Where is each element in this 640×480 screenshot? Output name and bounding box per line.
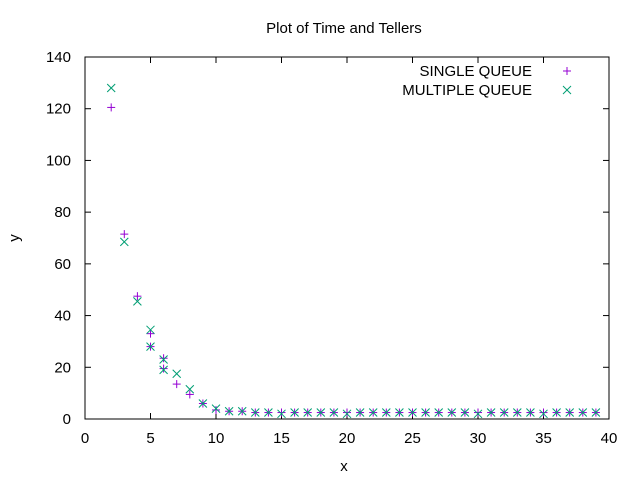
legend-label: MULTIPLE QUEUE (402, 82, 532, 99)
y-axis-label: y (6, 234, 23, 242)
y-tick-label: 40 (54, 308, 71, 325)
series-single-queue (107, 103, 600, 417)
data-point (119, 237, 129, 247)
data-point (578, 408, 588, 417)
y-tick-label: 60 (54, 256, 71, 273)
data-point (159, 365, 168, 375)
series-multiple-queue (106, 83, 601, 419)
x-tick-label: 0 (81, 430, 89, 447)
data-point (107, 103, 116, 112)
data-point (212, 405, 220, 414)
y-tick-label: 100 (46, 152, 71, 169)
data-point (434, 408, 444, 417)
data-point (237, 406, 247, 416)
data-point (224, 406, 234, 416)
y-tick-label: 80 (54, 204, 71, 221)
axis-ticks: 0 5 10 15 20 25 30 35 40 0 20 40 60 80 100 120 140 (46, 49, 617, 447)
data-point (172, 380, 181, 389)
data-point (499, 408, 509, 417)
data-point (277, 409, 286, 419)
data-point (159, 354, 168, 363)
x-tick-label: 10 (208, 430, 225, 447)
data-point (120, 230, 129, 239)
data-point (395, 408, 404, 417)
data-point (408, 408, 417, 417)
x-tick-label: 20 (339, 430, 356, 447)
chart-title: Plot of Time and Tellers (266, 20, 422, 37)
data-point (198, 399, 208, 408)
legend: SINGLE QUEUE MULTIPLE QUEUE (402, 63, 572, 99)
data-point (146, 329, 155, 338)
data-point (211, 404, 221, 414)
data-point (526, 408, 535, 417)
data-point (277, 408, 286, 417)
data-point (159, 364, 168, 373)
data-points (106, 83, 601, 419)
legend-marker (562, 85, 572, 95)
data-point (264, 408, 273, 417)
x-tick-label: 30 (470, 430, 487, 447)
y-tick-label: 140 (46, 49, 71, 66)
data-point (474, 408, 482, 417)
x-tick-label: 5 (146, 430, 154, 447)
y-tick-label: 120 (46, 101, 71, 118)
data-point (447, 408, 457, 417)
x-tick-label: 15 (273, 430, 290, 447)
data-point (552, 408, 561, 417)
data-point (106, 83, 116, 93)
data-point (343, 408, 351, 417)
data-point (146, 342, 155, 351)
data-point (355, 408, 365, 417)
y-tick-label: 20 (54, 359, 71, 376)
legend-label: SINGLE QUEUE (419, 63, 532, 80)
data-point (172, 369, 182, 379)
data-point (421, 408, 430, 417)
data-point (368, 408, 378, 417)
data-point (460, 408, 470, 417)
data-point (539, 409, 548, 419)
data-point (185, 384, 195, 394)
data-point (303, 408, 313, 417)
data-point (133, 296, 142, 306)
data-point (591, 408, 601, 417)
x-tick-label: 40 (601, 430, 618, 447)
data-point (512, 408, 522, 417)
data-point (565, 408, 575, 417)
data-point (290, 408, 299, 417)
data-point (486, 408, 496, 417)
data-point (329, 408, 339, 417)
data-point (250, 408, 260, 417)
data-point (146, 325, 155, 335)
x-axis-label: x (340, 458, 348, 475)
legend-marker (563, 67, 571, 75)
data-point (133, 292, 142, 301)
x-tick-label: 35 (535, 430, 552, 447)
data-point (185, 390, 194, 399)
x-tick-label: 25 (404, 430, 421, 447)
data-point (381, 408, 391, 417)
data-point (342, 409, 352, 419)
data-point (473, 409, 483, 419)
data-point (539, 408, 548, 417)
y-tick-label: 0 (63, 411, 71, 428)
data-point (316, 408, 326, 417)
data-point (159, 355, 168, 364)
